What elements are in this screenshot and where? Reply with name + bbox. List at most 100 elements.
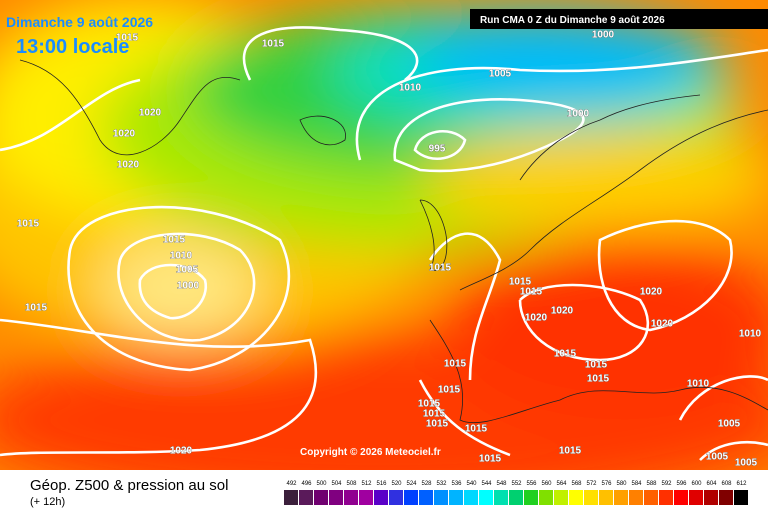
scale-swatch <box>389 490 403 505</box>
isobar-label: 1015 <box>25 303 48 314</box>
scale-swatch <box>434 490 448 505</box>
scale-label: 608 <box>721 481 732 487</box>
scale-label: 504 <box>331 481 342 487</box>
scale-swatch <box>374 490 388 505</box>
scale-label: 496 <box>301 481 312 487</box>
scale-swatch <box>644 490 658 505</box>
isobar-label: 1015 <box>17 219 40 230</box>
coastlines <box>19 59 768 424</box>
isobar-label: 1015 <box>520 287 543 298</box>
scale-swatch <box>584 490 598 505</box>
isobar-label: 1015 <box>426 419 449 430</box>
scale-swatch <box>284 490 298 505</box>
isobar-label: 1005 <box>176 265 199 276</box>
isobar-label: 1020 <box>113 129 136 140</box>
isobar-label: 1015 <box>262 39 285 50</box>
isobar-label: 1015 <box>423 409 446 420</box>
scale-label: 560 <box>541 481 552 487</box>
isobar-label: 1015 <box>438 385 461 396</box>
scale-swatch <box>509 490 523 505</box>
scale-swatch <box>479 490 493 505</box>
scale-label: 532 <box>436 481 447 487</box>
scale-label: 544 <box>481 481 492 487</box>
isobar-label: 1010 <box>399 83 422 94</box>
scale-swatch <box>359 490 373 505</box>
scale-label: 508 <box>346 481 357 487</box>
isobar-label: 1015 <box>116 33 139 44</box>
scale-label: 516 <box>376 481 387 487</box>
footer-subtitle: (+ 12h) <box>30 496 65 508</box>
scale-swatch <box>524 490 538 505</box>
isobar-label: 1020 <box>170 446 193 457</box>
isobar-label: 1020 <box>525 313 548 324</box>
scale-swatch <box>734 490 748 505</box>
scale-label: 592 <box>661 481 672 487</box>
isobar-label: 1020 <box>139 108 162 119</box>
scale-label: 512 <box>361 481 372 487</box>
scale-swatch <box>569 490 583 505</box>
scale-label: 500 <box>316 481 327 487</box>
isobar-label: 1010 <box>739 329 762 340</box>
isobar-label: 1015 <box>479 454 502 465</box>
scale-swatch <box>299 490 313 505</box>
scale-label: 584 <box>631 481 642 487</box>
scale-label: 576 <box>601 481 612 487</box>
isobar-label: 1010 <box>687 379 710 390</box>
scale-swatch <box>704 490 718 505</box>
scale-swatch <box>404 490 418 505</box>
scale-swatch <box>554 490 568 505</box>
scale-label: 588 <box>646 481 657 487</box>
scale-swatch <box>539 490 553 505</box>
isobars <box>0 26 768 461</box>
scale-swatch <box>344 490 358 505</box>
isobar-label: 1015 <box>509 277 532 288</box>
scale-label: 600 <box>691 481 702 487</box>
scale-label: 568 <box>571 481 582 487</box>
scale-swatch <box>599 490 613 505</box>
scale-label: 528 <box>421 481 432 487</box>
isobar-label: 1020 <box>640 287 663 298</box>
scale-label: 548 <box>496 481 507 487</box>
scale-label: 492 <box>286 481 297 487</box>
copyright: Copyright © 2026 Meteociel.fr <box>300 447 441 458</box>
isobar-label: 1005 <box>735 458 758 469</box>
isobar-label: 1020 <box>551 306 574 317</box>
scale-swatch <box>629 490 643 505</box>
date: Dimanche 9 août 2026 <box>6 14 153 30</box>
run-info: Run CMA 0 Z du Dimanche 9 août 2026 <box>480 15 665 26</box>
color-scale: 492 496 500 504 508 512 516 520 524 528 532 536 540 5… <box>284 481 748 505</box>
time: 13:00 locale <box>16 36 129 58</box>
scale-swatch <box>419 490 433 505</box>
isobar-label: 1015 <box>444 359 467 370</box>
scale-label: 520 <box>391 481 402 487</box>
isobar-label: 1015 <box>587 374 610 385</box>
isobar-label: 1015 <box>585 360 608 371</box>
scale-swatch <box>329 490 343 505</box>
isobar-label: 1005 <box>718 419 741 430</box>
isobar-label: 1015 <box>429 263 452 274</box>
isobar-label: 1020 <box>651 319 674 330</box>
scale-swatch <box>689 490 703 505</box>
scale-label: 556 <box>526 481 537 487</box>
scale-swatch <box>659 490 673 505</box>
isobar-label: 1000 <box>177 281 200 292</box>
scale-swatch <box>494 490 508 505</box>
scale-swatch <box>614 490 628 505</box>
scale-label: 524 <box>406 481 417 487</box>
isobar-label: 1000 <box>592 30 615 41</box>
scale-swatch <box>674 490 688 505</box>
isobar-label: 1015 <box>559 446 582 457</box>
scale-label: 604 <box>706 481 717 487</box>
isobar-label: 1020 <box>117 160 140 171</box>
isobar-label: 1010 <box>170 251 193 262</box>
scale-label: 596 <box>676 481 687 487</box>
isobar-label: 1015 <box>418 399 441 410</box>
isobar-label: 1000 <box>567 109 590 120</box>
isobar-label: 995 <box>429 144 446 155</box>
scale-label: 580 <box>616 481 627 487</box>
isobar-label: 1015 <box>554 349 577 360</box>
scale-label: 540 <box>466 481 477 487</box>
